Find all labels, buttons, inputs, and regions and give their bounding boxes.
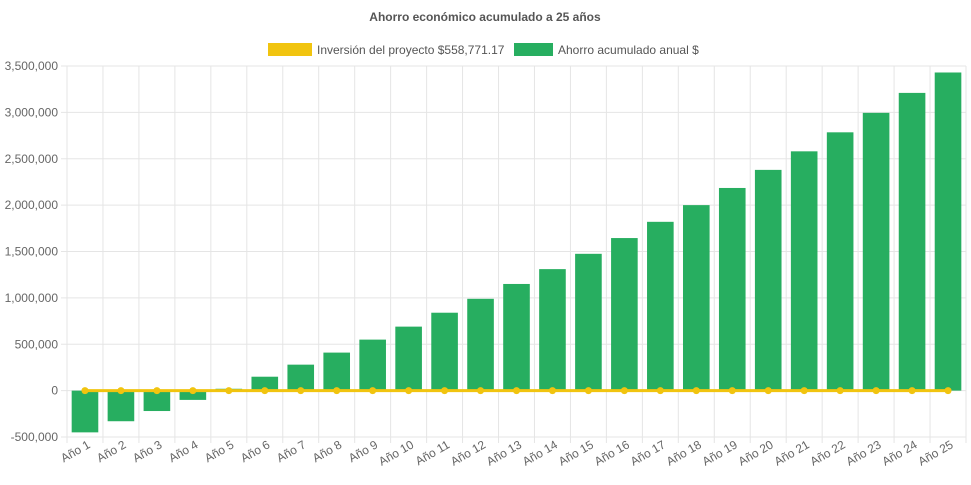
point-investment[interactable] xyxy=(261,387,269,395)
point-investment[interactable] xyxy=(764,387,772,395)
point-investment[interactable] xyxy=(405,387,413,395)
point-investment[interactable] xyxy=(800,387,808,395)
x-tick-label: Año 12 xyxy=(448,437,488,468)
x-tick-label: Año 13 xyxy=(484,437,524,468)
bar-savings[interactable] xyxy=(71,390,99,433)
x-tick-label: Año 23 xyxy=(844,437,884,468)
point-investment[interactable] xyxy=(692,387,700,395)
point-investment[interactable] xyxy=(908,387,916,395)
x-tick-label: Año 4 xyxy=(166,437,200,465)
point-investment[interactable] xyxy=(728,387,736,395)
x-tick-label: Año 5 xyxy=(202,437,236,465)
point-investment[interactable] xyxy=(620,387,628,395)
bar-savings[interactable] xyxy=(143,390,171,412)
bar-savings[interactable] xyxy=(862,112,890,391)
point-investment[interactable] xyxy=(872,387,880,395)
bar-savings[interactable] xyxy=(790,151,818,391)
x-tick-label: Año 18 xyxy=(664,437,704,468)
bar-savings[interactable] xyxy=(323,352,351,391)
y-tick-label: 2,000,000 xyxy=(5,198,59,212)
bar-savings[interactable] xyxy=(395,326,422,391)
bar-savings[interactable] xyxy=(287,364,315,391)
legend-label-investment[interactable]: Inversión del proyecto $558,771.17 xyxy=(317,43,505,57)
chart-title: Ahorro económico acumulado a 25 años xyxy=(369,10,601,24)
legend-swatch-savings[interactable] xyxy=(514,43,553,56)
savings-bars xyxy=(71,72,962,433)
bar-savings[interactable] xyxy=(467,298,494,391)
point-investment[interactable] xyxy=(153,387,161,395)
bar-savings[interactable] xyxy=(611,238,638,391)
point-investment[interactable] xyxy=(836,387,844,395)
point-investment[interactable] xyxy=(944,387,952,395)
point-investment[interactable] xyxy=(189,387,197,395)
x-tick-label: Año 8 xyxy=(310,437,344,465)
legend-label-savings[interactable]: Ahorro acumulado anual $ xyxy=(558,43,699,57)
x-tick-label: Año 6 xyxy=(238,437,272,465)
y-tick-label: 3,000,000 xyxy=(5,105,59,119)
y-tick-label: 3,500,000 xyxy=(5,59,59,73)
x-tick-label: Año 20 xyxy=(736,437,776,468)
y-tick-label: 1,500,000 xyxy=(5,245,59,259)
point-investment[interactable] xyxy=(225,387,233,395)
bar-savings[interactable] xyxy=(107,390,135,422)
x-axis: Año 1 Año 2 Año 3 Año 4 Año 5 Año 6 Año 7 Año 8… xyxy=(58,437,955,468)
point-investment[interactable] xyxy=(477,387,485,395)
bar-savings[interactable] xyxy=(754,169,782,391)
legend-swatch-investment[interactable] xyxy=(268,43,312,56)
investment-line xyxy=(81,387,952,395)
x-tick-label: Año 14 xyxy=(520,437,560,468)
x-tick-label: Año 21 xyxy=(772,437,812,468)
x-tick-label: Año 2 xyxy=(94,437,128,465)
point-investment[interactable] xyxy=(584,387,592,395)
x-tick-label: Año 10 xyxy=(376,437,416,468)
x-tick-label: Año 3 xyxy=(130,437,164,465)
x-tick-label: Año 22 xyxy=(808,437,848,468)
x-tick-label: Año 15 xyxy=(556,437,596,468)
x-tick-label: Año 17 xyxy=(628,437,668,468)
x-tick-label: Año 11 xyxy=(413,437,452,468)
point-investment[interactable] xyxy=(548,387,556,395)
point-investment[interactable] xyxy=(656,387,664,395)
bar-savings[interactable] xyxy=(934,72,962,391)
bar-savings[interactable] xyxy=(898,92,926,391)
grid xyxy=(61,65,967,443)
x-tick-label: Año 9 xyxy=(346,437,380,465)
y-tick-label: 1,000,000 xyxy=(5,291,59,305)
y-axis: -500,000 0 500,000 1,000,000 1,500,000 2,000,… xyxy=(5,59,59,444)
point-investment[interactable] xyxy=(369,387,377,395)
bar-savings[interactable] xyxy=(826,132,854,391)
bar-savings[interactable] xyxy=(647,221,674,391)
point-investment[interactable] xyxy=(81,387,89,395)
bar-savings[interactable] xyxy=(718,187,746,391)
legend: Inversión del proyecto $558,771.17 Ahorr… xyxy=(268,43,699,57)
y-tick-label: 2,500,000 xyxy=(5,152,59,166)
point-investment[interactable] xyxy=(513,387,520,395)
y-tick-label: -500,000 xyxy=(11,430,59,444)
y-tick-label: 0 xyxy=(51,384,58,398)
x-tick-label: Año 25 xyxy=(916,437,956,468)
bar-savings[interactable] xyxy=(179,390,207,400)
bar-savings[interactable] xyxy=(682,205,710,391)
point-investment[interactable] xyxy=(333,387,341,395)
bar-savings[interactable] xyxy=(359,339,386,391)
x-tick-label: Año 7 xyxy=(274,437,308,465)
bar-savings[interactable] xyxy=(431,312,458,391)
x-tick-label: Año 19 xyxy=(700,437,740,468)
bar-savings[interactable] xyxy=(503,283,530,391)
point-investment[interactable] xyxy=(297,387,305,395)
point-investment[interactable] xyxy=(441,387,449,395)
x-tick-label: Año 1 xyxy=(58,437,92,465)
bar-savings[interactable] xyxy=(575,253,602,391)
x-tick-label: Año 16 xyxy=(592,437,632,468)
bar-savings[interactable] xyxy=(251,376,279,391)
bar-savings[interactable] xyxy=(539,269,566,391)
x-tick-label: Año 24 xyxy=(880,437,920,468)
point-investment[interactable] xyxy=(117,387,125,395)
y-tick-label: 500,000 xyxy=(15,337,59,351)
